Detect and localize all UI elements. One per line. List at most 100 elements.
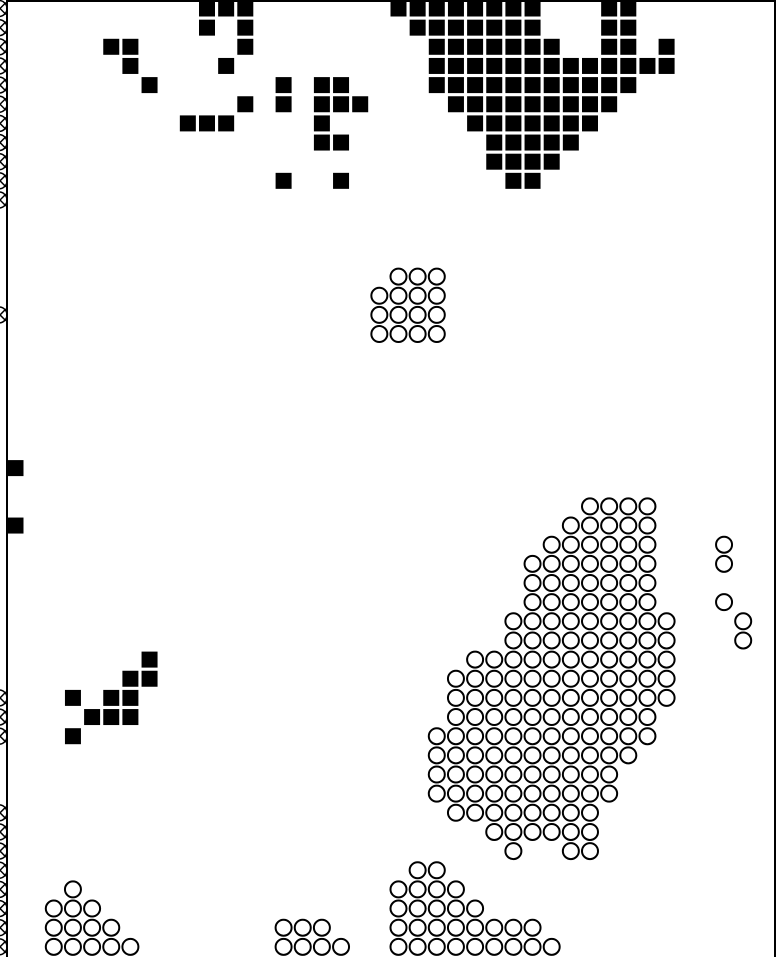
open-circle-icon[interactable] — [312, 937, 331, 956]
open-circle-icon[interactable] — [83, 899, 102, 918]
open-circle-icon[interactable] — [638, 669, 657, 688]
filled-square-icon[interactable] — [333, 96, 350, 113]
filled-square-icon[interactable] — [524, 19, 541, 36]
open-circle-icon[interactable] — [523, 650, 542, 669]
open-circle-icon[interactable] — [523, 593, 542, 612]
open-circle-icon[interactable] — [446, 708, 465, 727]
open-circle-icon[interactable] — [408, 918, 427, 937]
open-circle-icon[interactable] — [389, 899, 408, 918]
open-circle-icon[interactable] — [427, 899, 446, 918]
open-circle-icon[interactable] — [485, 688, 504, 707]
filled-square-icon[interactable] — [409, 0, 426, 17]
filled-square-icon[interactable] — [467, 0, 484, 17]
open-circle-icon[interactable] — [485, 765, 504, 784]
open-circle-icon[interactable] — [427, 305, 446, 324]
filled-square-icon[interactable] — [467, 57, 484, 74]
open-circle-icon[interactable] — [542, 688, 561, 707]
open-circle-icon[interactable] — [542, 650, 561, 669]
open-circle-icon[interactable] — [581, 650, 599, 669]
open-circle-icon[interactable] — [389, 325, 408, 344]
open-circle-icon[interactable] — [600, 497, 619, 516]
open-circle-icon[interactable] — [619, 688, 638, 707]
filled-square-icon[interactable] — [390, 0, 407, 17]
filled-square-icon[interactable] — [582, 57, 598, 74]
open-circle-icon[interactable] — [523, 574, 542, 592]
open-circle-icon[interactable] — [734, 612, 753, 631]
filled-square-icon[interactable] — [467, 19, 484, 36]
open-circle-icon[interactable] — [523, 765, 542, 784]
open-circle-icon[interactable] — [523, 688, 542, 707]
open-circle-icon[interactable] — [504, 746, 523, 765]
open-circle-icon[interactable] — [542, 727, 561, 746]
filled-square-icon[interactable] — [237, 19, 254, 36]
open-circle-icon[interactable] — [523, 937, 542, 956]
open-circle-icon[interactable] — [504, 784, 523, 803]
open-circle-icon[interactable] — [466, 918, 485, 937]
filled-square-icon[interactable] — [486, 96, 503, 113]
filled-square-icon[interactable] — [313, 77, 330, 94]
open-circle-icon[interactable] — [600, 708, 619, 727]
open-circle-icon[interactable] — [561, 554, 580, 573]
open-circle-icon[interactable] — [485, 918, 504, 937]
open-circle-icon[interactable] — [619, 593, 638, 612]
open-circle-icon[interactable] — [44, 937, 63, 956]
open-circle-icon[interactable] — [427, 267, 446, 286]
open-circle-icon[interactable] — [600, 631, 619, 650]
open-circle-icon[interactable] — [542, 822, 561, 841]
filled-square-icon[interactable] — [447, 96, 464, 113]
open-circle-icon[interactable] — [446, 688, 465, 707]
filled-square-icon[interactable] — [122, 57, 139, 74]
open-circle-icon[interactable] — [274, 918, 293, 937]
filled-square-icon[interactable] — [620, 0, 637, 17]
filled-square-icon[interactable] — [275, 96, 292, 113]
open-circle-icon[interactable] — [523, 708, 542, 727]
open-circle-icon[interactable] — [523, 784, 542, 803]
open-circle-icon[interactable] — [427, 918, 446, 937]
open-circle-icon[interactable] — [619, 631, 638, 650]
open-circle-icon[interactable] — [600, 746, 619, 765]
open-circle-icon[interactable] — [389, 918, 408, 937]
filled-square-icon[interactable] — [486, 57, 503, 74]
open-circle-icon[interactable] — [466, 708, 485, 727]
open-circle-icon[interactable] — [427, 784, 446, 803]
filled-square-icon[interactable] — [428, 57, 445, 74]
open-circle-icon[interactable] — [542, 535, 561, 554]
open-circle-icon[interactable] — [408, 267, 427, 286]
open-circle-icon[interactable] — [638, 708, 657, 727]
open-circle-icon[interactable] — [581, 803, 599, 822]
open-circle-icon[interactable] — [581, 784, 599, 803]
filled-square-icon[interactable] — [524, 134, 541, 151]
filled-square-icon[interactable] — [543, 115, 560, 132]
filled-square-icon[interactable] — [524, 115, 541, 132]
open-circle-icon[interactable] — [102, 937, 121, 956]
open-circle-icon[interactable] — [293, 918, 312, 937]
open-circle-icon[interactable] — [561, 746, 580, 765]
filled-square-icon[interactable] — [447, 57, 464, 74]
open-circle-icon[interactable] — [600, 535, 619, 554]
open-circle-icon[interactable] — [657, 688, 676, 707]
open-circle-icon[interactable] — [485, 746, 504, 765]
open-circle-icon[interactable] — [504, 631, 523, 650]
open-circle-icon[interactable] — [561, 631, 580, 650]
open-circle-icon[interactable] — [504, 708, 523, 727]
filled-square-icon[interactable] — [486, 38, 503, 55]
open-circle-icon[interactable] — [446, 880, 465, 899]
open-circle-icon[interactable] — [523, 612, 542, 631]
filled-square-icon[interactable] — [582, 77, 598, 94]
open-circle-icon[interactable] — [389, 937, 408, 956]
filled-square-icon[interactable] — [562, 96, 579, 113]
open-circle-icon[interactable] — [561, 593, 580, 612]
filled-square-icon[interactable] — [486, 77, 503, 94]
open-circle-icon[interactable] — [427, 727, 446, 746]
filled-square-icon[interactable] — [409, 19, 426, 36]
open-circle-icon[interactable] — [581, 631, 599, 650]
filled-square-icon[interactable] — [275, 172, 292, 189]
open-circle-icon[interactable] — [83, 937, 102, 956]
open-circle-icon[interactable] — [561, 516, 580, 535]
open-circle-icon[interactable] — [638, 535, 657, 554]
open-circle-icon[interactable] — [638, 612, 657, 631]
open-circle-icon[interactable] — [619, 497, 638, 516]
filled-square-icon[interactable] — [601, 96, 618, 113]
open-circle-icon[interactable] — [332, 937, 351, 956]
